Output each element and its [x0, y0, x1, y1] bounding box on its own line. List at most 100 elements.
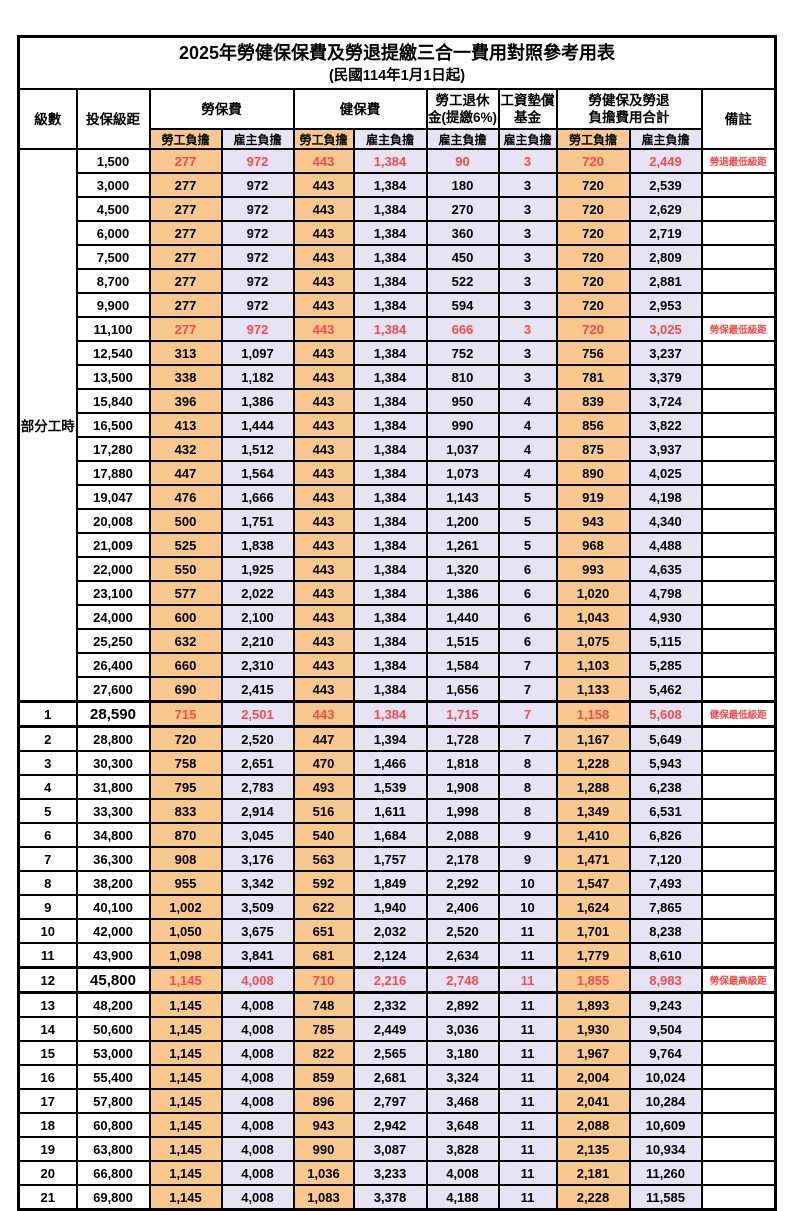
bracket-cell: 34,800	[75, 822, 151, 848]
pension-employer-cell: 1,037	[425, 436, 500, 462]
subheader-pension-employer: 雇主負擔	[425, 128, 500, 150]
pension-employer-cell: 1,715	[425, 700, 500, 728]
pension-employer-cell: 1,656	[425, 676, 500, 703]
bracket-cell: 66,800	[75, 1160, 151, 1186]
health-employee-cell: 943	[292, 1112, 355, 1138]
wage-fund-cell: 7	[497, 700, 558, 728]
health-employer-cell: 2,797	[352, 1088, 428, 1114]
bracket-cell: 19,047	[75, 484, 151, 510]
wage-fund-cell: 11	[497, 1064, 558, 1090]
labor-employer-cell: 972	[220, 196, 295, 222]
total-employee-cell: 720	[555, 148, 631, 174]
total-line2: 負擔費用合計	[588, 110, 670, 125]
level-cell: 10	[17, 918, 78, 944]
health-employer-cell: 3,087	[352, 1136, 428, 1162]
table-row: 25,250 632 2,210 443 1,384 1,515 6 1,075 5,115	[19, 628, 777, 654]
bracket-cell: 28,800	[75, 725, 151, 752]
labor-employee-cell: 277	[148, 220, 223, 246]
subheader-total-employee: 勞工負擔	[555, 128, 631, 150]
labor-employee-cell: 525	[148, 532, 223, 558]
health-employee-cell: 785	[292, 1016, 355, 1042]
total-employer-cell: 5,115	[628, 628, 703, 654]
remark-cell	[700, 196, 777, 222]
bracket-cell: 24,000	[75, 604, 151, 630]
labor-employer-cell: 1,564	[220, 460, 295, 486]
pension-employer-cell: 180	[425, 172, 500, 198]
pension-employer-cell: 1,143	[425, 484, 500, 510]
wage-fund-cell: 3	[497, 148, 558, 174]
labor-employer-cell: 1,512	[220, 436, 295, 462]
health-employee-cell: 470	[292, 750, 355, 776]
premium-table: 2025年勞健保保費及勞退提繳三合一費用對照參考用表 (民國114年1月1日起)…	[17, 35, 778, 1211]
health-employer-cell: 1,384	[352, 652, 428, 678]
pension-employer-cell: 1,200	[425, 508, 500, 534]
health-employer-cell: 1,384	[352, 196, 428, 222]
level-cell: 6	[17, 822, 78, 848]
labor-employee-cell: 720	[148, 725, 223, 752]
bracket-cell: 23,100	[75, 580, 151, 606]
health-employee-cell: 443	[292, 388, 355, 414]
labor-employee-cell: 600	[148, 604, 223, 630]
health-employer-cell: 1,384	[352, 580, 428, 606]
health-employee-cell: 443	[292, 316, 355, 342]
health-employee-cell: 592	[292, 870, 355, 896]
pension-employer-cell: 1,584	[425, 652, 500, 678]
remark-cell	[700, 774, 777, 800]
level-cell: 3	[17, 750, 78, 776]
level-cell: 8	[17, 870, 78, 896]
total-employer-cell: 3,724	[628, 388, 703, 414]
bracket-cell: 38,200	[75, 870, 151, 896]
labor-employee-cell: 1,145	[148, 1160, 223, 1186]
wage-fund-cell: 3	[497, 340, 558, 366]
health-employee-cell: 990	[292, 1136, 355, 1162]
labor-employer-cell: 972	[220, 172, 295, 198]
table-row: 17,880 447 1,564 443 1,384 1,073 4 890 4,025	[19, 460, 777, 486]
pension-employer-cell: 3,468	[425, 1088, 500, 1114]
table-row: 21 69,800 1,145 4,008 1,083 3,378 4,188 11 2,228…	[17, 1184, 777, 1211]
pension-employer-cell: 3,648	[425, 1112, 500, 1138]
pension-employer-cell: 450	[425, 244, 500, 270]
table-row: 9 40,100 1,002 3,509 622 1,940 2,406 10 1,624 7,8…	[17, 894, 777, 920]
labor-employer-cell: 4,008	[220, 1016, 295, 1042]
pension-employer-cell: 2,292	[425, 870, 500, 896]
total-employee-cell: 1,967	[555, 1040, 631, 1066]
level-cell: 5	[17, 798, 78, 824]
total-employer-cell: 2,449	[628, 148, 703, 174]
remark-cell	[700, 1040, 777, 1066]
total-employee-cell: 2,181	[555, 1160, 631, 1186]
labor-employer-cell: 2,210	[220, 628, 295, 654]
total-employer-cell: 9,504	[628, 1016, 703, 1042]
labor-employer-cell: 4,008	[220, 991, 295, 1018]
health-employee-cell: 447	[292, 725, 355, 752]
total-employer-cell: 6,531	[628, 798, 703, 824]
bracket-cell: 40,100	[75, 894, 151, 920]
total-employer-cell: 2,539	[628, 172, 703, 198]
labor-employer-cell: 2,520	[220, 725, 295, 752]
remark-cell	[700, 604, 777, 630]
labor-employee-cell: 955	[148, 870, 223, 896]
health-employee-cell: 443	[292, 460, 355, 486]
labor-employer-cell: 3,342	[220, 870, 295, 896]
remark-cell	[700, 750, 777, 776]
health-employer-cell: 1,384	[352, 508, 428, 534]
table-row: 15,840 396 1,386 443 1,384 950 4 839 3,724	[19, 388, 777, 414]
level-cell: 19	[17, 1136, 78, 1162]
wage-fund-cell: 3	[497, 364, 558, 390]
bracket-cell: 33,300	[75, 798, 151, 824]
total-employer-cell: 8,983	[628, 966, 703, 994]
remark-cell	[700, 1184, 777, 1211]
health-employee-cell: 443	[292, 604, 355, 630]
pension-employer-cell: 666	[425, 316, 500, 342]
col-header-remark: 備註	[700, 88, 777, 150]
labor-employee-cell: 277	[148, 292, 223, 318]
table-row: 13,500 338 1,182 443 1,384 810 3 781 3,379	[19, 364, 777, 390]
health-employee-cell: 443	[292, 340, 355, 366]
health-employee-cell: 443	[292, 364, 355, 390]
labor-employee-cell: 476	[148, 484, 223, 510]
bracket-cell: 45,800	[75, 966, 151, 994]
labor-employer-cell: 1,182	[220, 364, 295, 390]
labor-employee-cell: 396	[148, 388, 223, 414]
wage-fund-cell: 11	[497, 1040, 558, 1066]
health-employer-cell: 1,849	[352, 870, 428, 896]
bracket-cell: 28,590	[75, 700, 151, 728]
